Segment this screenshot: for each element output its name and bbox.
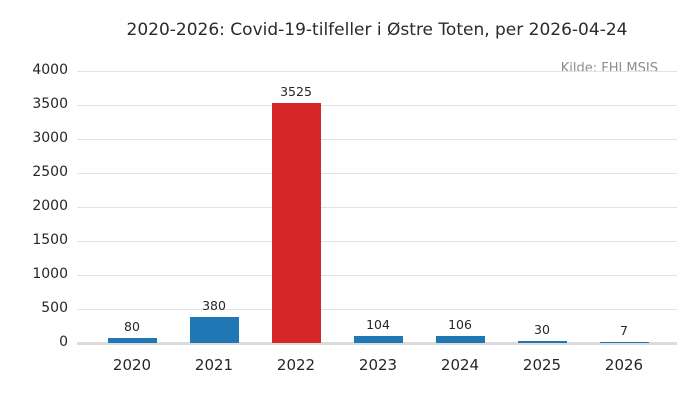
chart-title: 2020-2026: Covid-19-tilfeller i Østre To… <box>126 20 628 40</box>
gridline <box>77 138 677 140</box>
ytick-label: 4000 <box>32 62 68 78</box>
ytick-label: 0 <box>59 334 68 350</box>
xtick-label: 2025 <box>522 356 562 374</box>
ytick-label: 500 <box>41 300 68 316</box>
bar-value-label: 104 <box>366 317 390 332</box>
bar-value-label: 106 <box>448 317 472 332</box>
bar-value-label: 30 <box>534 322 550 337</box>
gridline <box>77 308 677 310</box>
bar-2026 <box>599 342 649 343</box>
gridline <box>77 206 677 208</box>
xtick-label: 2023 <box>358 356 398 374</box>
bar-value-label: 380 <box>202 298 226 313</box>
source-annotation: Kilde: FHI MSIS <box>560 61 658 76</box>
ytick-label: 2000 <box>32 198 68 214</box>
ytick-label: 3000 <box>32 130 68 146</box>
gridline <box>77 274 677 276</box>
bar-2025 <box>517 341 567 343</box>
xtick-label: 2021 <box>194 356 234 374</box>
xtick-label: 2020 <box>112 356 152 374</box>
bar-value-label: 7 <box>620 323 628 338</box>
bar-2024 <box>435 336 485 343</box>
xtick-label: 2026 <box>604 356 644 374</box>
gridline <box>77 240 677 242</box>
bar-2020 <box>107 338 157 343</box>
gridline <box>77 172 677 174</box>
ytick-label: 3500 <box>32 96 68 112</box>
gridline <box>77 70 677 72</box>
bar-value-label: 3525 <box>280 84 312 99</box>
bar-2021 <box>189 317 239 343</box>
gridline <box>77 104 677 106</box>
bar-value-label: 80 <box>124 319 140 334</box>
xtick-label: 2022 <box>276 356 316 374</box>
ytick-label: 1500 <box>32 232 68 248</box>
ytick-label: 1000 <box>32 266 68 282</box>
xtick-label: 2024 <box>440 356 480 374</box>
bar-2023 <box>353 336 403 343</box>
zero-baseline <box>77 342 677 345</box>
ytick-label: 2500 <box>32 164 68 180</box>
plot-area <box>77 70 677 345</box>
bar-2022 <box>271 103 321 343</box>
